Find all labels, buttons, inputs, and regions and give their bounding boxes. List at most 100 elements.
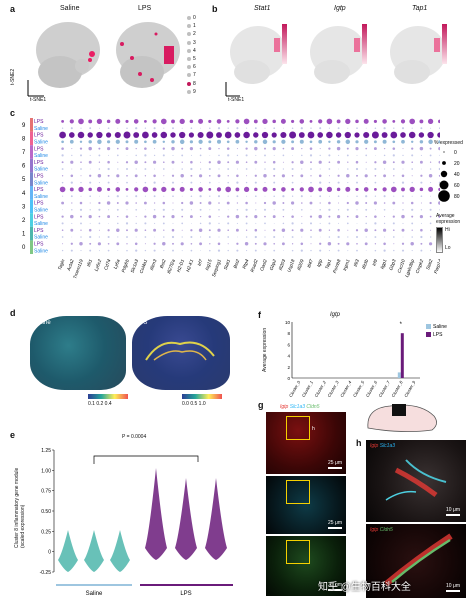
brain-schematic [367,404,437,432]
dot-mark [383,195,386,198]
dot-mark [117,250,119,252]
dot-mark [411,140,414,143]
pct-expressed-title: % expressed [434,140,463,146]
panel-h-image-bottom: Igtp Cldn5 10 μm [366,524,466,598]
dot-mark [382,119,387,124]
legend-cluster-6: 6 [187,63,201,71]
dot-mark [392,154,395,157]
dot-mark [282,195,285,198]
dot-mark [356,242,358,245]
dot-mark [69,139,74,144]
panel-h-image-top: Igtp Slc1a3 10 μm [366,440,466,522]
dot-mark [365,215,367,218]
cluster-stripe [30,199,33,214]
dot-mark [374,161,377,164]
dot-mark [236,202,239,204]
gene-tick-label: Tap1 [324,258,332,270]
dot-mark [298,132,305,138]
dot-mark [291,167,294,171]
panel-g-scalebar-1 [328,467,342,469]
dot-mark [310,181,312,184]
dot-mark [355,215,359,219]
dot-mark [199,168,202,170]
dot-mark [400,132,406,138]
dot-mark [318,160,322,164]
dot-mark [408,131,416,139]
gene-tick-label: Stat1 [223,258,232,270]
dot-mark [135,208,138,211]
dot-mark [420,209,423,211]
dot-mark [273,223,275,224]
legend-dot [187,32,191,37]
dot-mark [70,160,74,164]
dot-mark [144,127,147,129]
dot-mark [254,187,258,192]
legend-cluster-9: 9 [187,88,201,96]
panel-g-scale-1: 25 μm [328,460,342,466]
dot-mark [402,168,404,170]
dot-mark [317,132,324,138]
legend-cluster-1: 1 [187,22,201,30]
condition-label: Saline [34,221,48,227]
dot-mark [347,161,349,163]
dot-mark [355,160,359,164]
dot-mark [430,229,432,231]
condition-label: Saline [34,153,48,159]
dot-mark [79,208,83,211]
dot-mark [374,127,377,129]
dot-mark [162,215,165,218]
dot-mark [71,236,73,238]
dot-mark [98,229,100,231]
cluster-stripe [30,131,33,146]
dot-mark [89,168,91,170]
bar-legend-label: Saline [433,324,447,330]
legend-cluster-label: 8 [193,80,196,87]
dot-mark [383,127,386,130]
gene-tick-label: Ly6c2 [93,258,102,272]
dot-mark [144,249,147,252]
dot-mark [160,131,168,139]
dot-mark [180,242,184,246]
dot-mark [264,182,266,184]
dot-mark [356,154,358,156]
dot-mark [264,127,266,129]
dot-mark [198,118,204,124]
dot-mark [217,249,221,252]
condition-label: LPS [34,174,44,180]
dot-mark [162,154,165,157]
ytick-label: 0.25 [41,529,51,535]
dot-mark [291,147,295,151]
dot-mark [383,174,387,178]
dot-mark [337,215,341,219]
tsne-tap1 [390,24,447,84]
group-label-lps: LPS [180,591,191,597]
dot-mark [61,120,64,123]
dot-mark [300,174,304,178]
dot-mark [218,208,220,211]
dot-mark [420,195,423,198]
dot-mark [318,174,322,178]
dot-mark [115,118,121,124]
dot-mark [217,195,221,198]
dot-mark [163,181,165,184]
panel-g-scale-3: 25 μm [328,582,342,588]
dot-mark [245,154,248,157]
dot-mark [162,168,165,170]
violin-mark [175,478,197,560]
panel-b-gene-1: Stat1 [254,5,271,12]
dot-mark [125,167,129,171]
dot-mark [365,202,368,204]
dot-mark [264,229,266,231]
dot-mark [107,160,110,164]
dot-mark [336,119,341,124]
gene-tick-label: Ifi209 [296,258,305,271]
dot-mark [309,201,313,205]
dot-mark [163,250,165,252]
dot-mark [337,209,340,211]
panel-h-bottom-gene-2: Cldn5 [379,527,393,533]
dot-mark [245,147,248,150]
condition-label: LPS [34,228,44,234]
dot-mark [281,139,286,144]
dot-mark [217,174,221,178]
dot-mark [171,187,175,192]
